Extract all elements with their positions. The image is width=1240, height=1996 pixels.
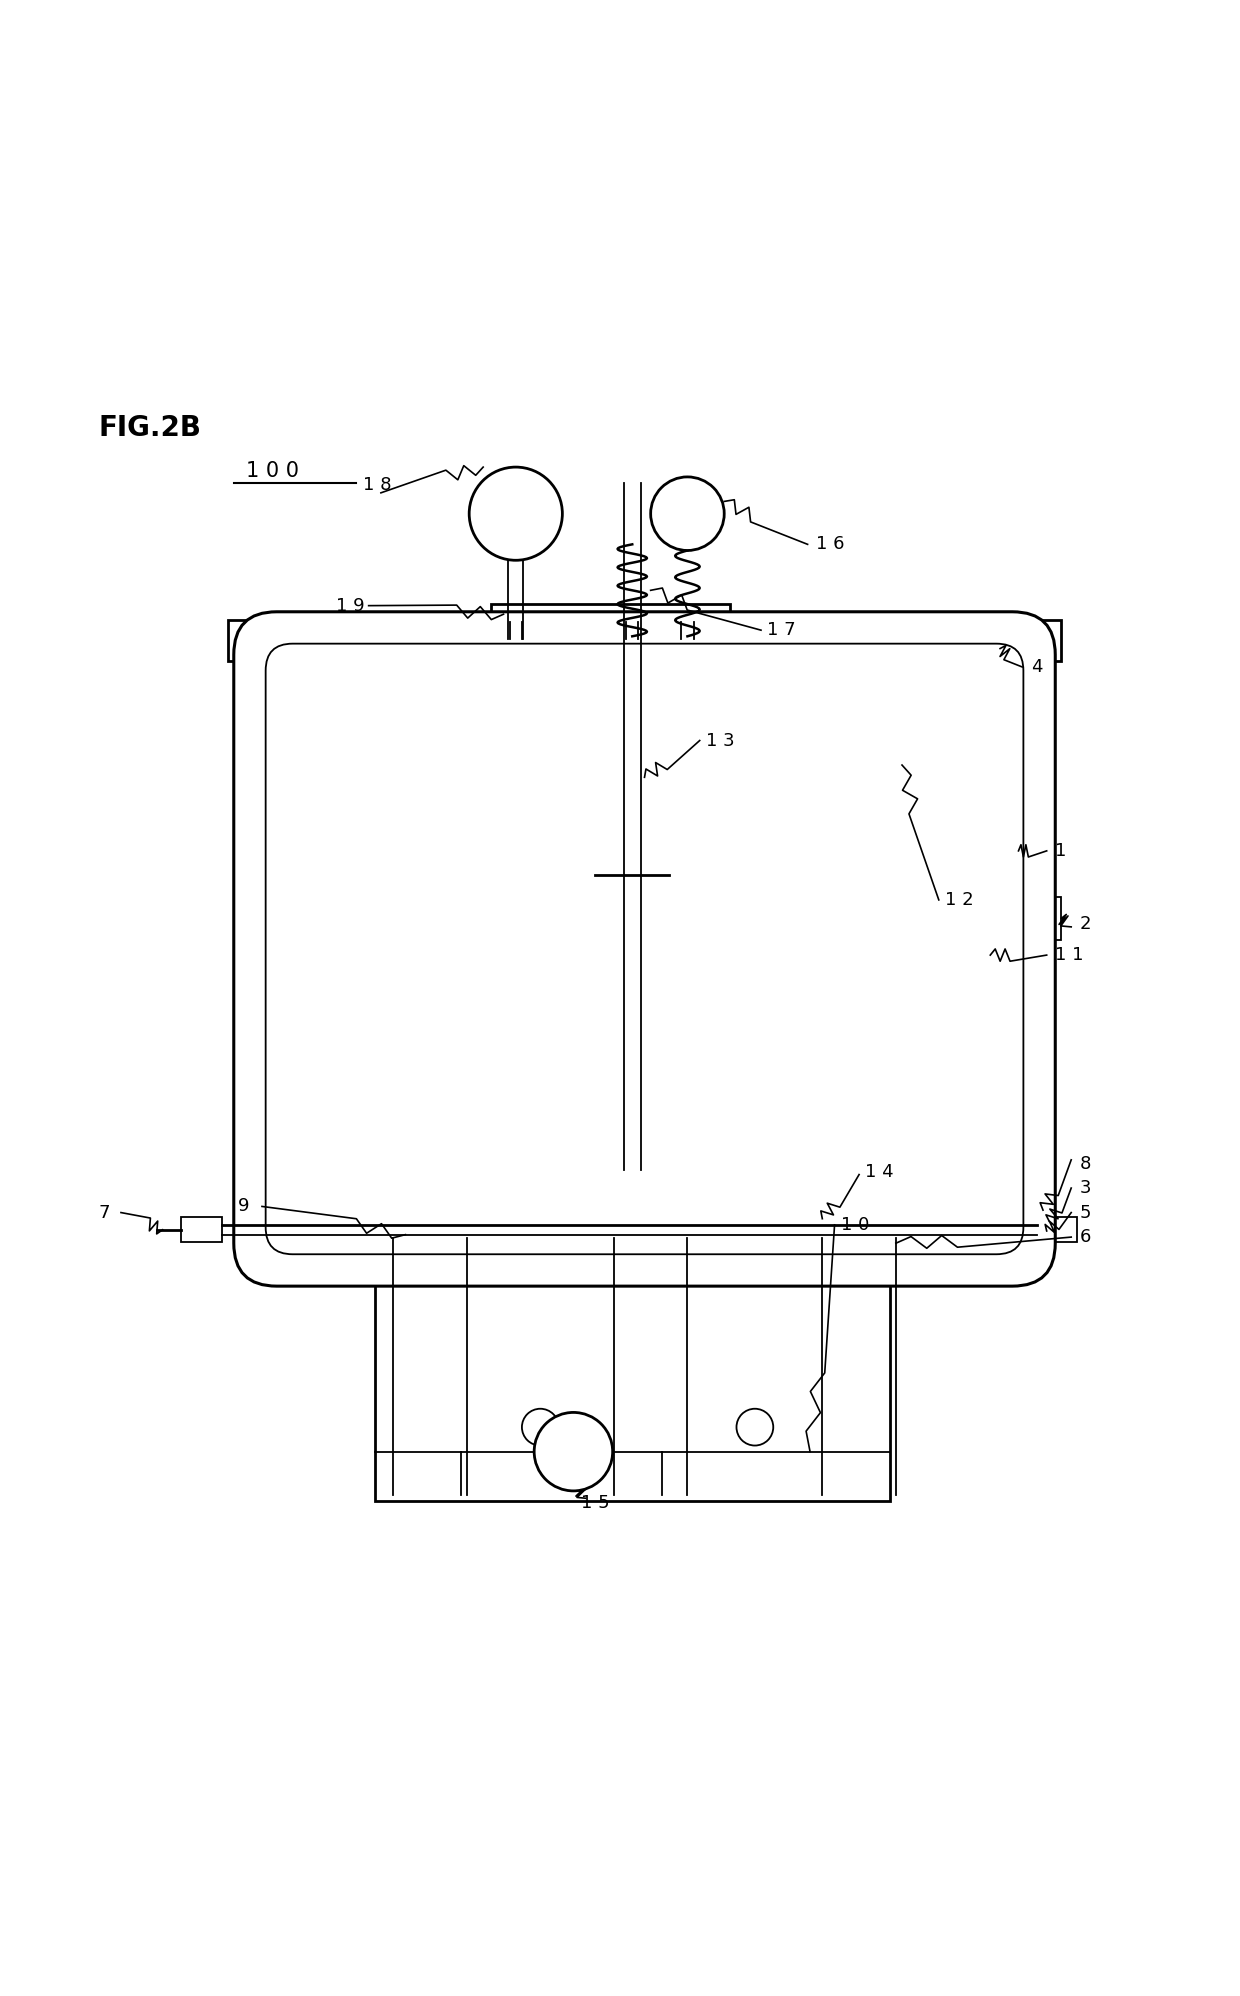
Polygon shape: [382, 1212, 404, 1238]
Text: 1 1: 1 1: [1055, 946, 1084, 964]
Polygon shape: [181, 1218, 222, 1242]
Text: 1 4: 1 4: [866, 1164, 894, 1182]
Circle shape: [522, 1409, 559, 1445]
Polygon shape: [383, 699, 476, 717]
Text: 1 0: 1 0: [841, 1216, 869, 1234]
Circle shape: [651, 477, 724, 551]
Text: 5: 5: [1080, 1204, 1091, 1222]
FancyBboxPatch shape: [234, 613, 1055, 1285]
Polygon shape: [456, 717, 476, 1176]
Text: FIG.2B: FIG.2B: [99, 413, 202, 441]
Polygon shape: [383, 717, 403, 1176]
Text: 1 9: 1 9: [336, 597, 365, 615]
Text: 1 3: 1 3: [706, 731, 734, 750]
Text: ~: ~: [572, 1449, 575, 1455]
Text: 6: 6: [1080, 1228, 1091, 1246]
Text: 9: 9: [237, 1198, 249, 1216]
Polygon shape: [811, 1212, 833, 1238]
Text: 1 5: 1 5: [580, 1495, 609, 1513]
Polygon shape: [228, 621, 1061, 661]
Text: 1 8: 1 8: [362, 477, 391, 495]
Text: 7: 7: [99, 1204, 110, 1222]
Text: 1 6: 1 6: [816, 535, 844, 553]
Circle shape: [737, 1409, 774, 1445]
Text: 1 0 0: 1 0 0: [246, 461, 299, 481]
Polygon shape: [887, 717, 905, 1176]
Text: 1 2: 1 2: [945, 890, 973, 908]
Polygon shape: [374, 1244, 890, 1501]
Polygon shape: [812, 699, 905, 717]
Polygon shape: [677, 717, 697, 1176]
Text: ~: ~: [686, 511, 689, 517]
Polygon shape: [812, 717, 832, 1176]
Text: 4: 4: [1030, 659, 1043, 677]
Text: 3: 3: [1080, 1180, 1091, 1198]
Polygon shape: [603, 1212, 625, 1238]
Polygon shape: [1037, 1218, 1078, 1242]
Polygon shape: [491, 605, 730, 621]
Text: M: M: [506, 503, 526, 523]
Text: 1: 1: [1055, 842, 1066, 860]
Circle shape: [534, 1413, 613, 1491]
Polygon shape: [604, 717, 624, 1176]
Polygon shape: [610, 627, 655, 661]
Polygon shape: [885, 1212, 906, 1238]
Polygon shape: [667, 627, 708, 659]
Polygon shape: [676, 1212, 698, 1238]
Text: 8: 8: [1080, 1154, 1091, 1172]
Circle shape: [469, 467, 563, 561]
Polygon shape: [456, 1212, 477, 1238]
Polygon shape: [1012, 896, 1061, 940]
Polygon shape: [604, 699, 697, 717]
Text: 2: 2: [1080, 916, 1091, 934]
Text: 1 7: 1 7: [768, 621, 796, 639]
